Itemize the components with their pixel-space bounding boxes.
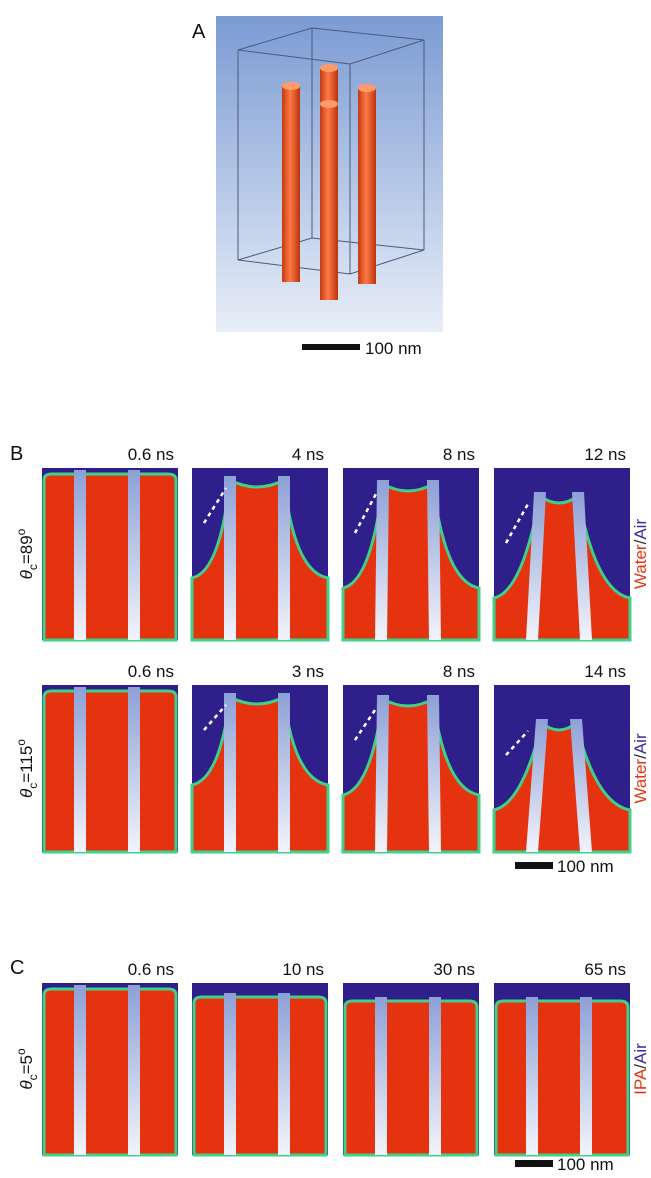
time-label: 0.6 ns xyxy=(128,662,174,681)
panel-b: B 100 nm 0.6 ns 4 ns 8 ns 12 ns θc=89o Water/… xyxy=(10,443,650,876)
time-label: 12 ns xyxy=(584,445,626,464)
pillar xyxy=(278,476,290,640)
pillar xyxy=(580,997,592,1155)
panel-label: A xyxy=(192,21,206,43)
panel-label: B xyxy=(10,443,23,465)
liquid-region xyxy=(194,997,326,1155)
scale-bar-label: 100 nm xyxy=(557,1155,614,1173)
pillar xyxy=(427,480,441,640)
pillar xyxy=(128,985,140,1155)
gas-name: Air xyxy=(631,1043,650,1064)
scale-bar-label: 100 nm xyxy=(557,857,614,876)
angle-degree: o xyxy=(14,739,28,746)
pillar xyxy=(224,993,236,1155)
liquid-name: IPA xyxy=(631,1068,650,1095)
angle-degree: o xyxy=(14,528,28,535)
time-label: 0.6 ns xyxy=(128,960,174,979)
pillar xyxy=(74,470,86,640)
angle-value: =115 xyxy=(17,746,36,783)
contact-angle-label: θc=89o xyxy=(14,528,40,579)
pillar xyxy=(375,997,387,1155)
figure: A 100 nm B 100 nm 0.6 ns 4 ns 8 ns 12 ns θc=… xyxy=(0,0,651,1173)
liquid-region xyxy=(44,691,176,852)
time-label: 8 ns xyxy=(443,445,475,464)
contact-angle-label: θc=5o xyxy=(14,1048,40,1090)
pillar xyxy=(278,993,290,1155)
time-label: 65 ns xyxy=(584,960,626,979)
pillar xyxy=(128,470,140,640)
pillar xyxy=(74,985,86,1155)
pillar xyxy=(526,997,538,1155)
angle-value: =89 xyxy=(17,535,36,564)
pillar xyxy=(427,695,441,852)
time-label: 8 ns xyxy=(443,662,475,681)
pillar xyxy=(224,476,236,640)
scale-bar xyxy=(515,1160,553,1167)
time-label: 4 ns xyxy=(292,445,324,464)
time-label: 30 ns xyxy=(433,960,475,979)
pillar xyxy=(375,480,389,640)
angle-value: =5 xyxy=(17,1055,36,1074)
liquid-name: Water xyxy=(631,544,650,589)
pillar xyxy=(128,687,140,852)
liquid-region xyxy=(345,1001,477,1155)
liquid-region xyxy=(496,1001,628,1155)
scale-bar xyxy=(302,344,360,350)
liquid-region xyxy=(44,474,176,640)
gas-name: Air xyxy=(631,733,650,754)
liquid-region xyxy=(44,989,176,1155)
liquid-name: Water xyxy=(631,759,650,804)
pillar xyxy=(375,695,389,852)
contact-angle-label: θc=115o xyxy=(14,739,40,798)
pillar xyxy=(429,997,441,1155)
pillar xyxy=(278,693,290,852)
phase-legend: Water/Air xyxy=(631,519,650,590)
panel-a: A 100 nm xyxy=(192,16,443,358)
nanopillars xyxy=(282,64,376,300)
scale-bar xyxy=(515,862,553,869)
pillar xyxy=(74,687,86,852)
pillar xyxy=(224,693,236,852)
gas-name: Air xyxy=(631,519,650,540)
time-label: 10 ns xyxy=(282,960,324,979)
time-label: 3 ns xyxy=(292,662,324,681)
phase-legend: IPA/Air xyxy=(631,1043,650,1095)
time-label: 0.6 ns xyxy=(128,445,174,464)
angle-degree: o xyxy=(14,1048,28,1055)
time-label: 14 ns xyxy=(584,662,626,681)
panel-c: C 100 nm 0.6 ns 10 ns 30 ns 65 ns θc=5o IPA/A… xyxy=(10,957,650,1173)
scale-bar-label: 100 nm xyxy=(365,339,422,358)
panel-label: C xyxy=(10,957,24,979)
phase-legend: Water/Air xyxy=(631,733,650,804)
